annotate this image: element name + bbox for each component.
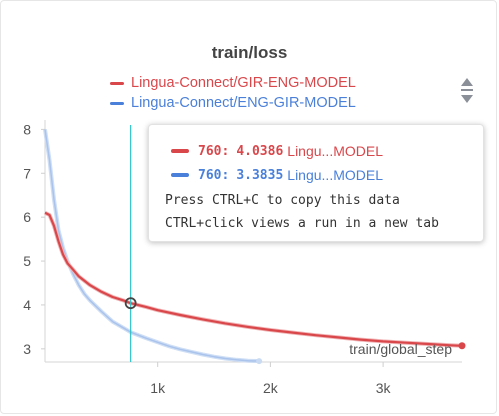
y-tick-label: 8 (23, 121, 31, 137)
triangle-up-icon[interactable] (461, 78, 473, 86)
x-axis-title: train/global_step (349, 341, 452, 357)
series-end-marker-gir-eng (458, 342, 466, 350)
tooltip-run-name: Lingu...MODEL (287, 167, 383, 183)
series-end-marker-eng-gir (256, 358, 263, 365)
tooltip-row-red: 760 : 4.0386 Lingu...MODEL (171, 143, 383, 159)
legend-swatch (110, 81, 124, 85)
y-tick-label: 6 (23, 209, 31, 225)
series-line-gir-eng (44, 211, 463, 347)
tooltip-swatch (171, 173, 189, 177)
chart-legend: Lingua-Connect/GIR-ENG-MODEL Lingua-Conn… (110, 73, 356, 113)
y-tick-label: 7 (23, 165, 31, 181)
tooltip-separator: : (221, 143, 230, 159)
x-tick-label: 1k (150, 380, 166, 396)
legend-item-eng-gir[interactable]: Lingua-Connect/ENG-GIR-MODEL (110, 93, 356, 113)
legend-label: Lingua-Connect/GIR-ENG-MODEL (131, 75, 356, 91)
tooltip-row-blue: 760 : 3.3835 Lingu...MODEL (171, 167, 383, 183)
tooltip-value: 4.0386 (236, 143, 284, 159)
triangle-down-icon[interactable] (461, 95, 473, 103)
y-tick-label: 3 (23, 341, 31, 357)
hover-point-marker (124, 297, 137, 310)
chart-title: train/loss (211, 43, 288, 62)
tooltip-separator: : (221, 167, 230, 183)
tooltip-step: 760 (198, 143, 222, 159)
legend-swatch (110, 101, 124, 105)
tooltip-step: 760 (198, 167, 222, 183)
tooltip-swatch (171, 149, 189, 153)
tooltip-copy-hint: Press CTRL+C to copy this data (165, 193, 400, 208)
legend-item-gir-eng[interactable]: Lingua-Connect/GIR-ENG-MODEL (110, 73, 356, 93)
x-tick-label: 2k (263, 380, 279, 396)
x-tick-label: 3k (376, 380, 392, 396)
y-tick-label: 4 (23, 297, 31, 313)
tooltip-value: 3.3835 (236, 167, 284, 183)
series-line-eng-gir (44, 129, 260, 362)
hover-tooltip: 760 : 4.0386 Lingu...MODEL 760 : 3.3835 … (148, 124, 484, 242)
divider (461, 89, 473, 91)
tooltip-run-name: Lingu...MODEL (287, 143, 383, 159)
legend-label: Lingua-Connect/ENG-GIR-MODEL (131, 95, 356, 111)
y-tick-label: 5 (23, 253, 31, 269)
legend-scroll-control[interactable] (459, 75, 475, 107)
tooltip-click-hint: CTRL+click views a run in a new tab (165, 216, 439, 231)
